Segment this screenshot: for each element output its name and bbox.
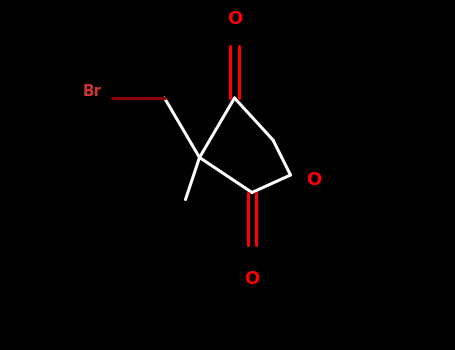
Text: O: O: [244, 270, 260, 287]
Text: O: O: [306, 171, 322, 189]
Text: O: O: [227, 10, 242, 28]
Text: Br: Br: [82, 84, 101, 98]
